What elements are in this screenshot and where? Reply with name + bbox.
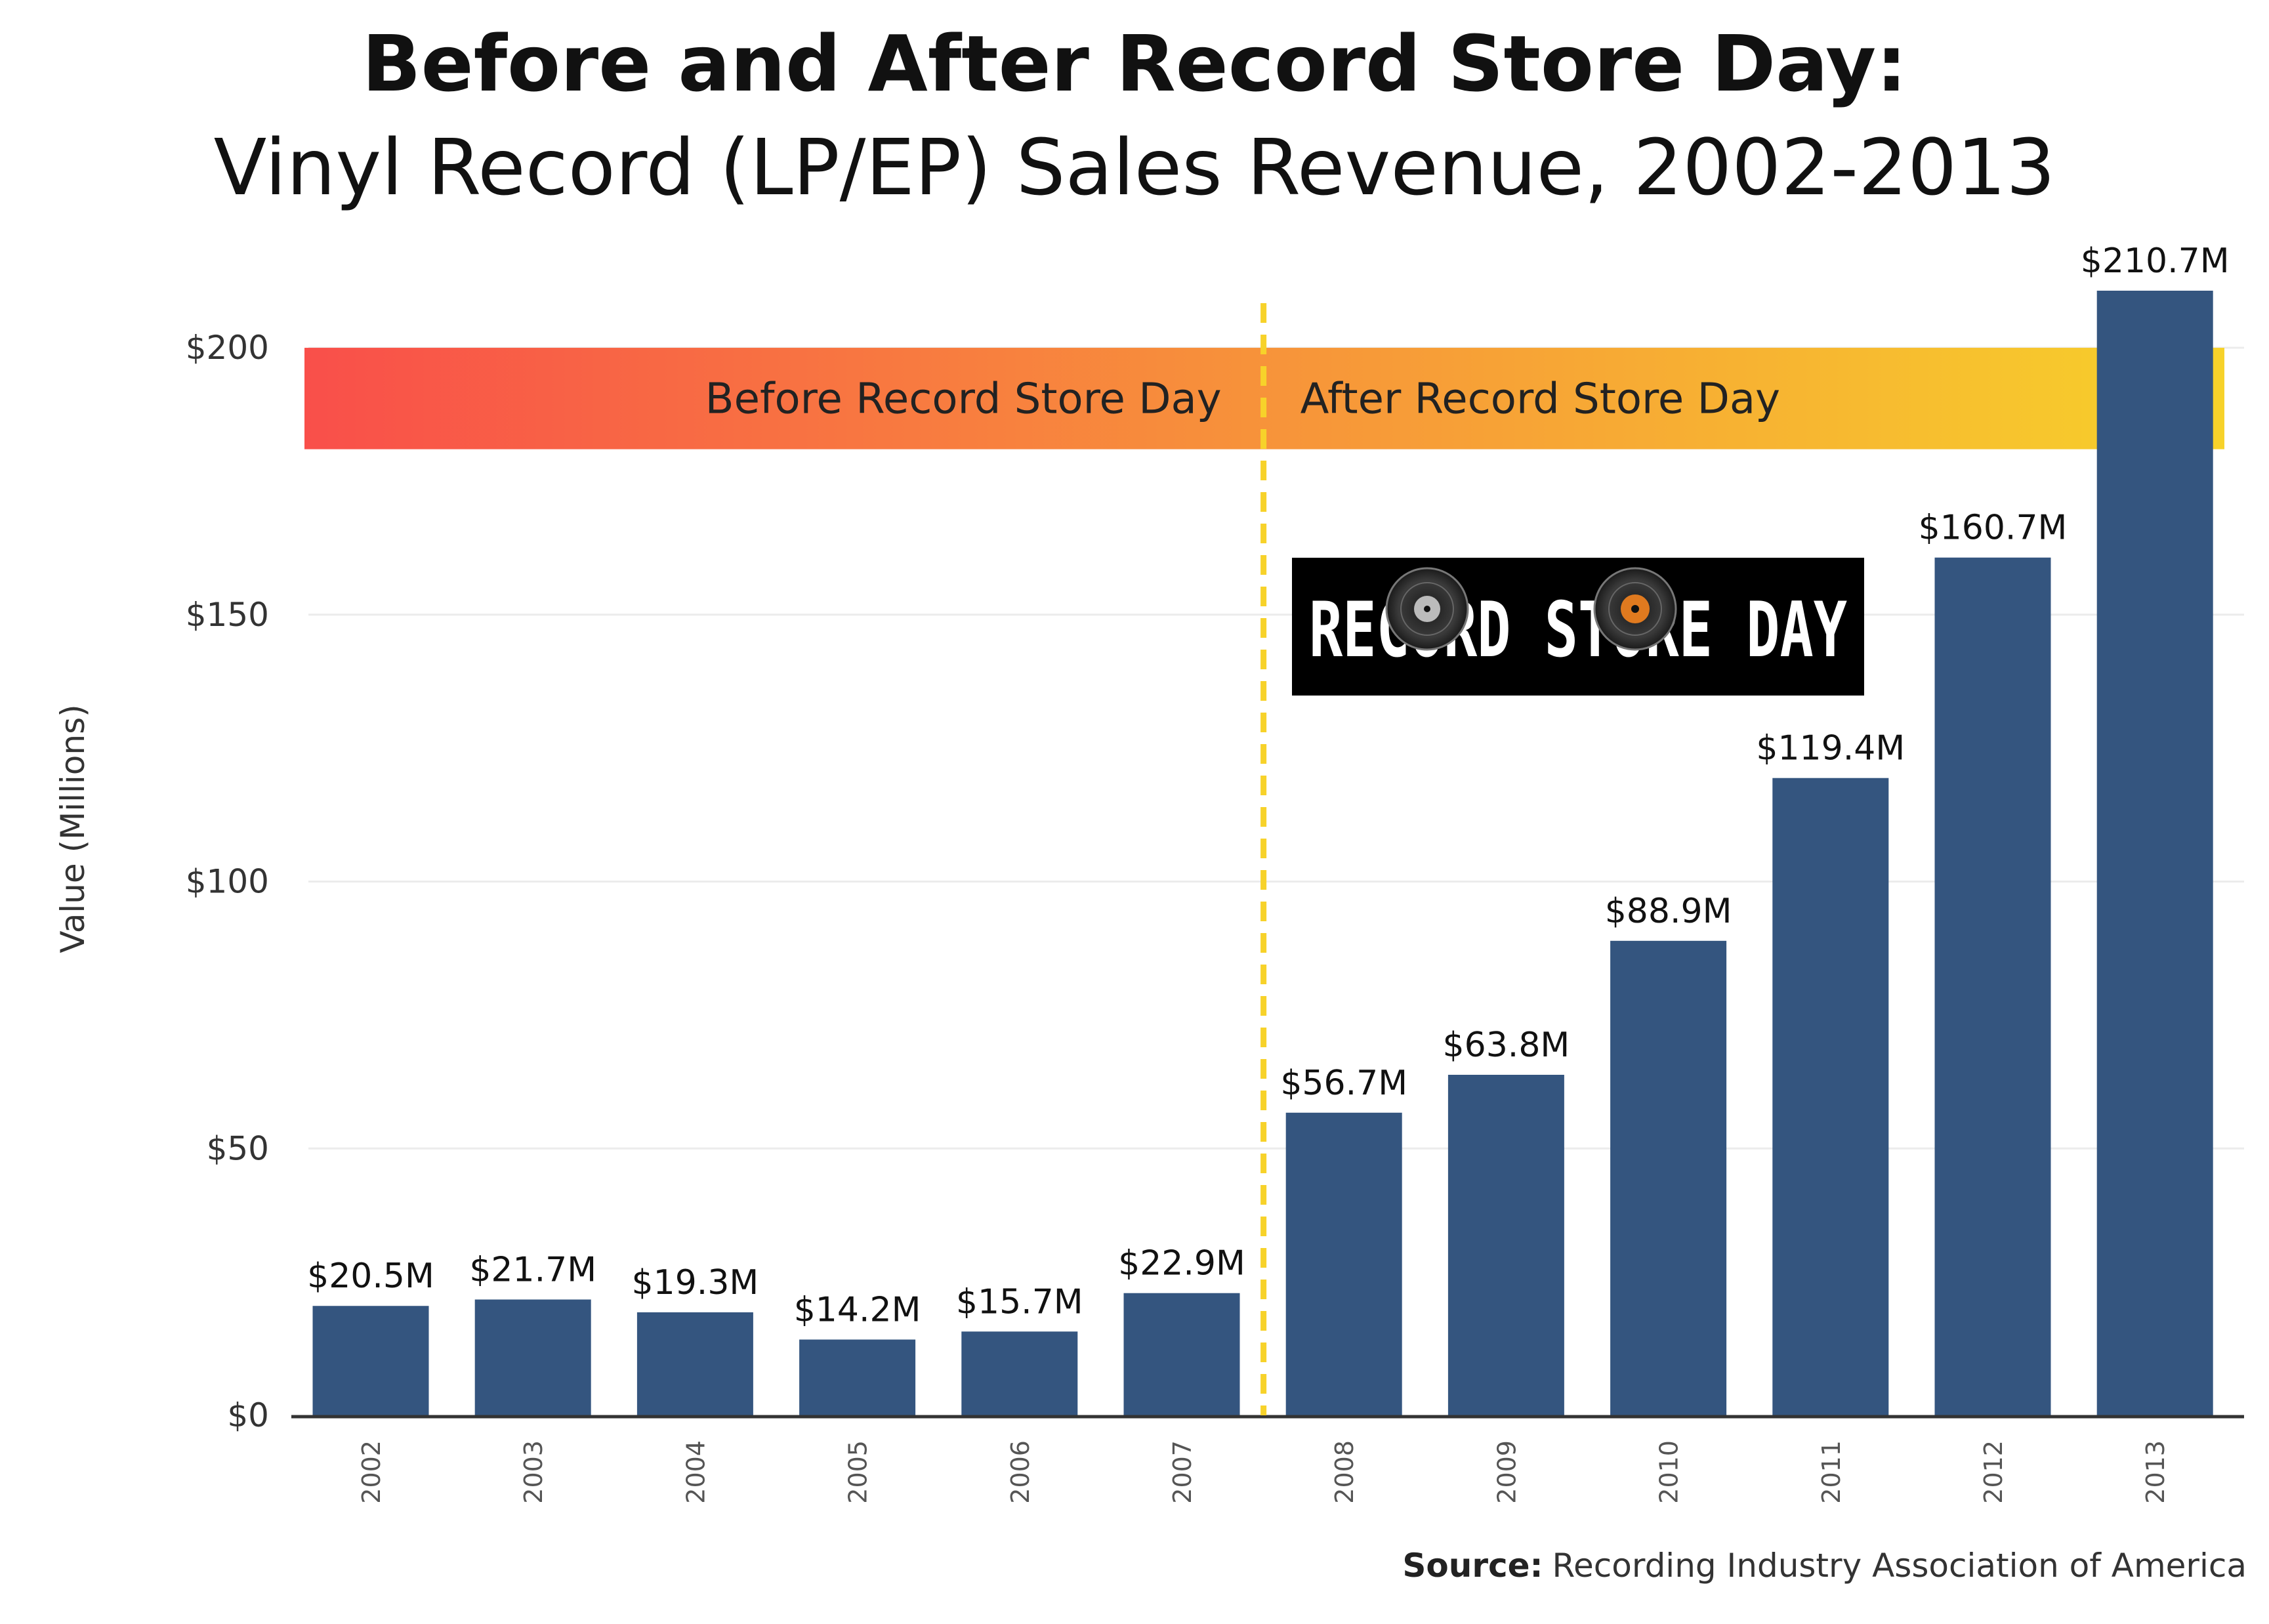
vinyl-record-icon: [1593, 567, 1677, 651]
data-label-2002: $20.5M: [307, 1257, 434, 1296]
x-tick-label-2010: 2010: [1655, 1440, 1684, 1504]
bar-2008: [1285, 1112, 1402, 1415]
data-label-2009: $63.8M: [1443, 1026, 1570, 1065]
x-tick-label-2007: 2007: [1168, 1440, 1197, 1504]
y-axis-label: Value (Millions): [54, 704, 92, 953]
data-label-2013: $210.7M: [2081, 241, 2230, 281]
x-tick-label-2008: 2008: [1330, 1440, 1359, 1504]
data-labels: $20.5M $21.7M $19.3M $14.2M $15.7M $22.9M $56.…: [307, 241, 2229, 1329]
after-record-store-day-label: After Record Store Day: [1301, 375, 1780, 423]
bar-2013: [2096, 291, 2213, 1415]
bar-2010: [1610, 940, 1727, 1415]
data-label-2003: $21.7M: [469, 1250, 596, 1289]
bar-2007: [1123, 1293, 1240, 1415]
bar-2005: [799, 1339, 916, 1415]
bar-2009: [1447, 1075, 1564, 1415]
x-tick-label-2013: 2013: [2141, 1440, 2170, 1504]
data-label-2010: $88.9M: [1605, 892, 1732, 931]
chart-subtitle: Vinyl Record (LP/EP) Sales Revenue, 2002…: [214, 122, 2056, 213]
bar-2002: [312, 1306, 429, 1415]
x-tick-label-2002: 2002: [357, 1440, 386, 1504]
x-axis-ticks: 2002 2003 2004 2005 2006 2007 2008 2009 2010 2011…: [357, 1440, 2170, 1504]
data-label-2007: $22.9M: [1118, 1244, 1245, 1283]
data-label-2004: $19.3M: [632, 1263, 759, 1302]
data-label-2006: $15.7M: [956, 1282, 1083, 1322]
bar-2011: [1772, 778, 1889, 1415]
y-tick-label: $50: [207, 1129, 269, 1167]
bars: [312, 291, 2213, 1415]
y-tick-label: $100: [186, 863, 269, 901]
x-tick-label-2004: 2004: [681, 1440, 710, 1504]
data-label-2011: $119.4M: [1756, 729, 1905, 768]
y-tick-label: $200: [186, 329, 269, 367]
data-label-2008: $56.7M: [1280, 1064, 1407, 1103]
y-axis-ticks: $0 $50 $100 $150 $200: [186, 329, 269, 1434]
x-tick-label-2006: 2006: [1006, 1440, 1035, 1504]
data-label-2012: $160.7M: [1919, 509, 2068, 548]
source-note: Source: Recording Industry Association of…: [1402, 1547, 2247, 1585]
source-label: Source:: [1402, 1547, 1543, 1585]
x-tick-label-2005: 2005: [844, 1440, 873, 1504]
y-tick-label: $0: [227, 1396, 269, 1434]
vinyl-record-icon: [1385, 567, 1469, 651]
bar-2003: [474, 1299, 591, 1415]
x-tick-label-2011: 2011: [1817, 1440, 1846, 1504]
before-record-store-day-label: Before Record Store Day: [705, 375, 1222, 423]
chart-title: Before and After Record Store Day:: [362, 18, 1907, 109]
record-store-day-logo: RECORD STORE DAY: [1292, 558, 1864, 696]
bar-2012: [1934, 557, 2051, 1415]
x-tick-label-2009: 2009: [1492, 1440, 1521, 1504]
y-tick-label: $150: [186, 596, 269, 634]
source-text: Recording Industry Association of Americ…: [1552, 1547, 2247, 1585]
bar-2006: [961, 1331, 1078, 1415]
data-label-2005: $14.2M: [794, 1290, 921, 1329]
bar-2004: [636, 1312, 753, 1415]
x-tick-label-2003: 2003: [519, 1440, 548, 1504]
x-tick-label-2012: 2012: [1979, 1440, 2008, 1504]
